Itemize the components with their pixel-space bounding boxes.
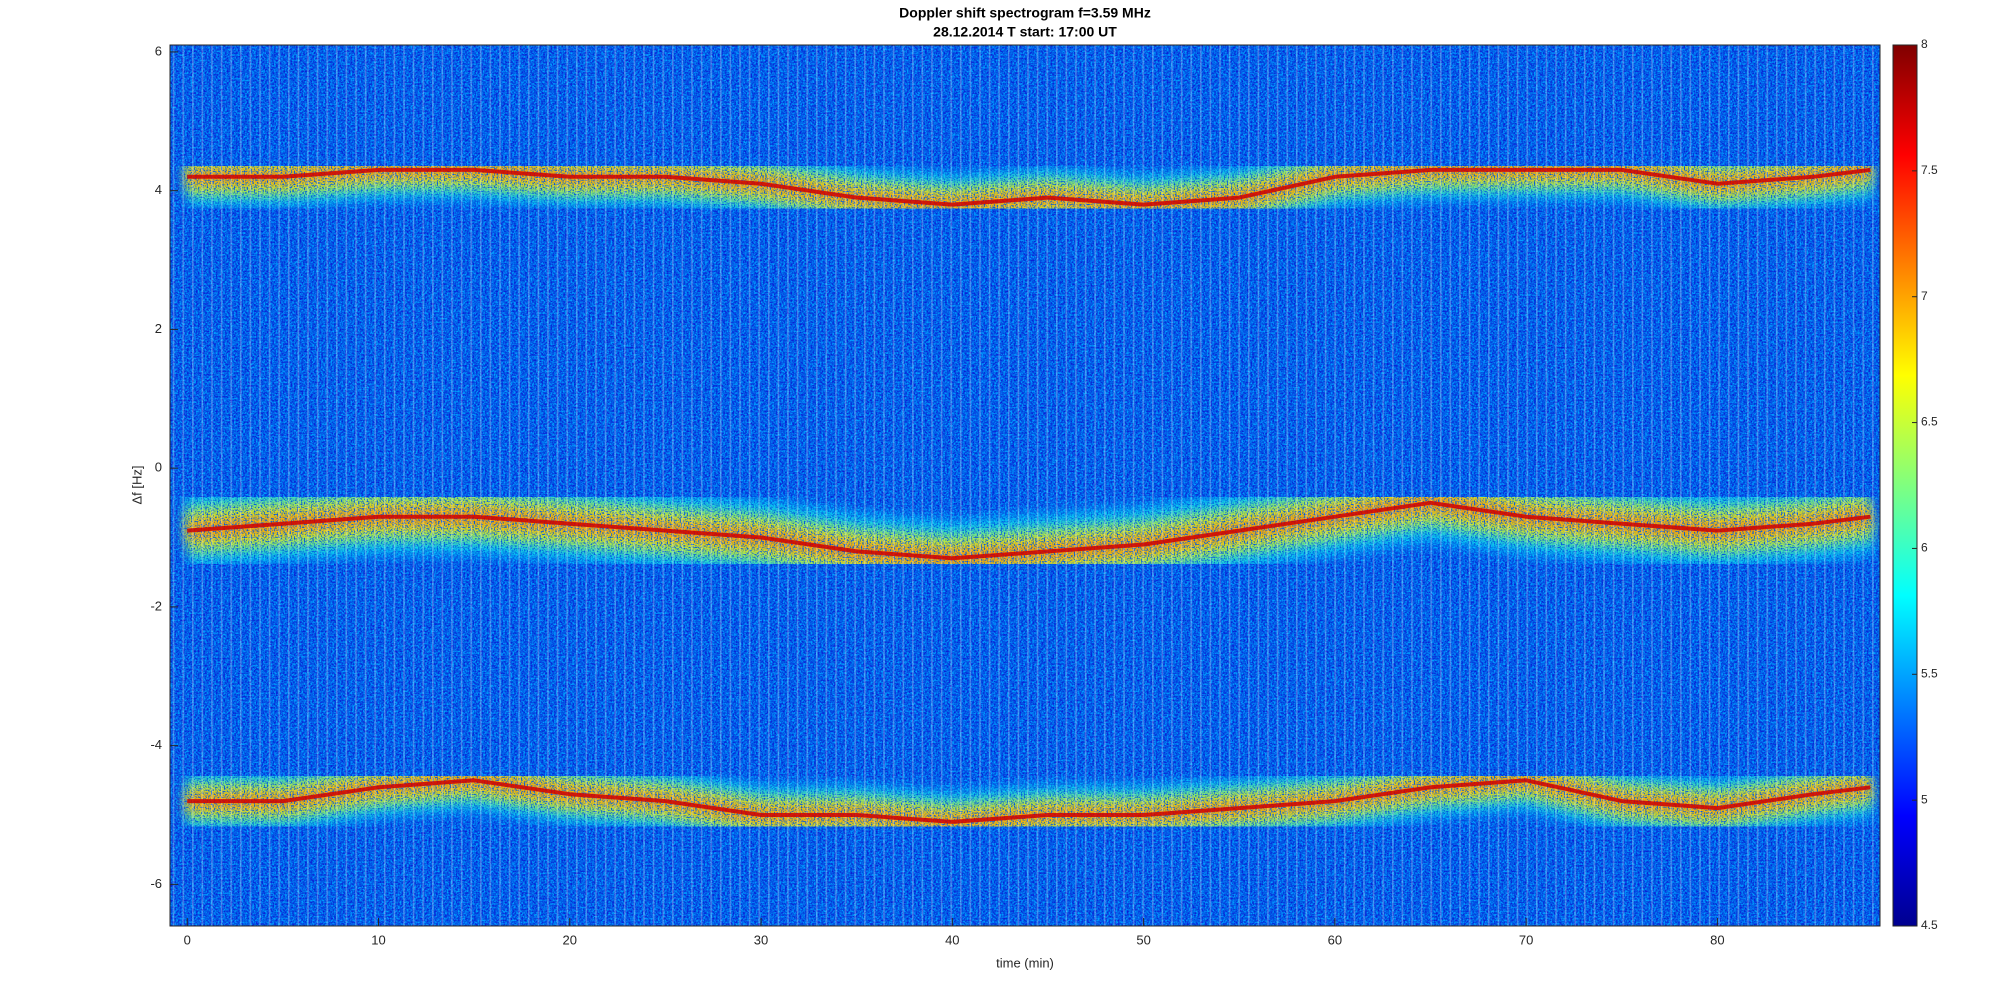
x-tick-label: 80 bbox=[1710, 932, 1724, 947]
y-tick-label: 0 bbox=[155, 460, 162, 475]
colorbar-tick-label: 7 bbox=[1921, 289, 1928, 303]
y-tick-label: 2 bbox=[155, 321, 162, 336]
x-axis-label: time (min) bbox=[996, 955, 1054, 970]
chart-title: Doppler shift spectrogram f=3.59 MHz bbox=[899, 5, 1151, 21]
colorbar bbox=[1892, 44, 1918, 927]
band-center bbox=[187, 778, 1871, 824]
colorbar-tick-label: 5.5 bbox=[1921, 666, 1938, 680]
center-lines bbox=[187, 167, 1871, 824]
band-center bbox=[187, 167, 1871, 207]
stripes bbox=[170, 45, 1880, 926]
x-tick-label: 0 bbox=[184, 932, 191, 947]
colorbar-tick-label: 4.5 bbox=[1921, 918, 1938, 932]
y-tick-label: 4 bbox=[155, 182, 162, 197]
band-center bbox=[187, 500, 1871, 561]
chart-subtitle: 28.12.2014 T start: 17:00 UT bbox=[933, 24, 1117, 40]
x-tick-label: 30 bbox=[754, 932, 768, 947]
colorbar-tick-label: 5 bbox=[1921, 792, 1928, 806]
x-tick-label: 40 bbox=[945, 932, 959, 947]
y-axis-label: Δf [Hz] bbox=[129, 465, 144, 504]
x-tick-label: 70 bbox=[1519, 932, 1533, 947]
y-tick-label: -4 bbox=[150, 737, 162, 752]
colorbar-tick-label: 7.5 bbox=[1921, 163, 1938, 177]
x-tick-label: 20 bbox=[563, 932, 577, 947]
colorbar-tick-label: 6.5 bbox=[1921, 415, 1938, 429]
y-tick-label: -2 bbox=[150, 598, 162, 613]
x-tick-label: 50 bbox=[1136, 932, 1150, 947]
y-tick-label: 6 bbox=[155, 43, 162, 58]
plot-frame bbox=[169, 44, 1881, 927]
colorbar-tick-label: 6 bbox=[1921, 541, 1928, 555]
y-tick-label: -6 bbox=[150, 876, 162, 891]
plot-area bbox=[170, 45, 1880, 926]
x-tick-label: 60 bbox=[1328, 932, 1342, 947]
colorbar-tick-label: 8 bbox=[1921, 37, 1928, 51]
x-tick-label: 10 bbox=[371, 932, 385, 947]
